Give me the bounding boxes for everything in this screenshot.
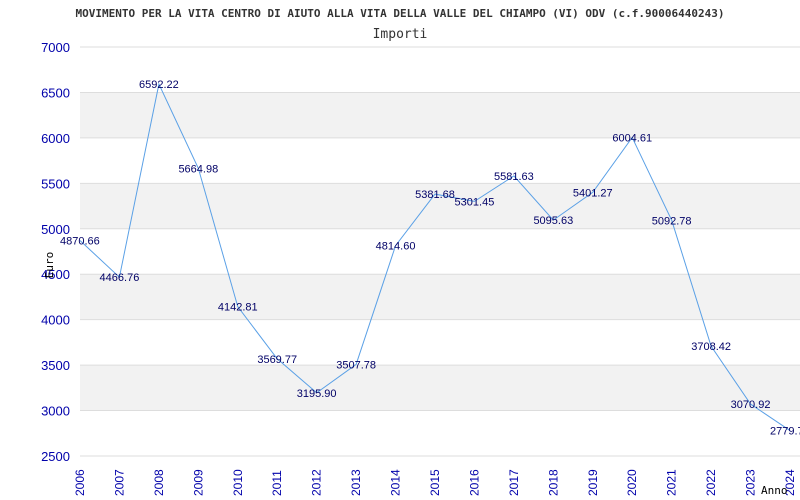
x-tick-label: 2007 (112, 469, 126, 496)
y-tick-label: 6000 (41, 131, 70, 146)
x-tick-label: 2013 (349, 469, 363, 496)
data-label: 3195.90 (297, 388, 337, 400)
y-tick-label: 3000 (41, 404, 70, 419)
data-label: 6592.22 (139, 79, 179, 91)
data-label: 4870.66 (60, 236, 100, 248)
data-label: 3569.77 (257, 354, 297, 366)
y-tick-label: 7000 (41, 40, 70, 55)
data-label: 3507.78 (336, 359, 376, 371)
y-axis-label: Euro (43, 252, 56, 279)
y-tick-label: 4000 (41, 313, 70, 328)
x-tick-label: 2010 (231, 469, 245, 496)
x-tick-label: 2006 (73, 469, 87, 496)
data-label: 3070.92 (731, 399, 771, 411)
x-tick-label: 2023 (744, 469, 758, 496)
y-tick-label: 5000 (41, 222, 70, 237)
data-label: 6004.61 (612, 132, 652, 144)
x-tick-label: 2011 (270, 470, 284, 496)
data-label: 5581.63 (494, 171, 534, 183)
x-tick-label: 2019 (586, 469, 600, 496)
x-tick-label: 2014 (389, 469, 403, 496)
y-axis-ticks: 2500 3000 3500 4000 4500 5000 5500 6000 6500 7000 (41, 40, 70, 464)
y-tick-label: 3500 (41, 358, 70, 373)
data-label: 5095.63 (533, 215, 573, 227)
y-tick-label: 4500 (41, 267, 70, 282)
x-tick-label: 2024 (783, 469, 797, 496)
y-tick-label: 6500 (41, 85, 70, 100)
data-label: 4814.60 (376, 241, 416, 253)
data-label: 5092.78 (652, 215, 692, 227)
x-tick-label: 2012 (310, 469, 324, 496)
x-tick-label: 2018 (546, 469, 560, 496)
plot-band (80, 92, 800, 138)
gridlines (80, 46, 800, 457)
data-label: 4466.76 (100, 272, 140, 284)
chart-subtitle: Importi (373, 27, 428, 42)
data-label: 5401.27 (573, 187, 613, 199)
x-axis-label: Anno (761, 484, 788, 497)
x-axis-ticks: 2006 2007 2008 2009 2010 2011 2012 2013 2014 2015… (73, 469, 797, 496)
data-labels: 4870.66 4466.76 6592.22 5664.98 4142.81 3569.… (60, 79, 800, 438)
plot-band (80, 183, 800, 229)
y-tick-label: 2500 (41, 449, 70, 464)
data-label: 5381.68 (415, 189, 455, 201)
data-label: 4142.81 (218, 302, 258, 314)
x-tick-label: 2015 (428, 469, 442, 496)
y-tick-label: 5500 (41, 176, 70, 191)
data-label: 5301.45 (455, 196, 495, 208)
plot-band (80, 365, 800, 411)
data-label: 5664.98 (178, 163, 218, 175)
x-tick-label: 2009 (191, 469, 205, 496)
series-line (79, 82, 791, 432)
data-label: 3708.42 (691, 341, 731, 353)
x-tick-label: 2008 (152, 469, 166, 496)
x-tick-label: 2022 (704, 469, 718, 496)
plot-band (80, 274, 800, 320)
x-tick-label: 2016 (467, 469, 481, 496)
x-tick-label: 2017 (507, 469, 521, 496)
x-tick-label: 2021 (665, 469, 679, 496)
data-label: 2779.7 (770, 426, 800, 438)
x-tick-label: 2020 (625, 469, 639, 496)
plot-bands (80, 92, 800, 411)
chart-title: MOVIMENTO PER LA VITA CENTRO DI AIUTO AL… (75, 7, 724, 20)
